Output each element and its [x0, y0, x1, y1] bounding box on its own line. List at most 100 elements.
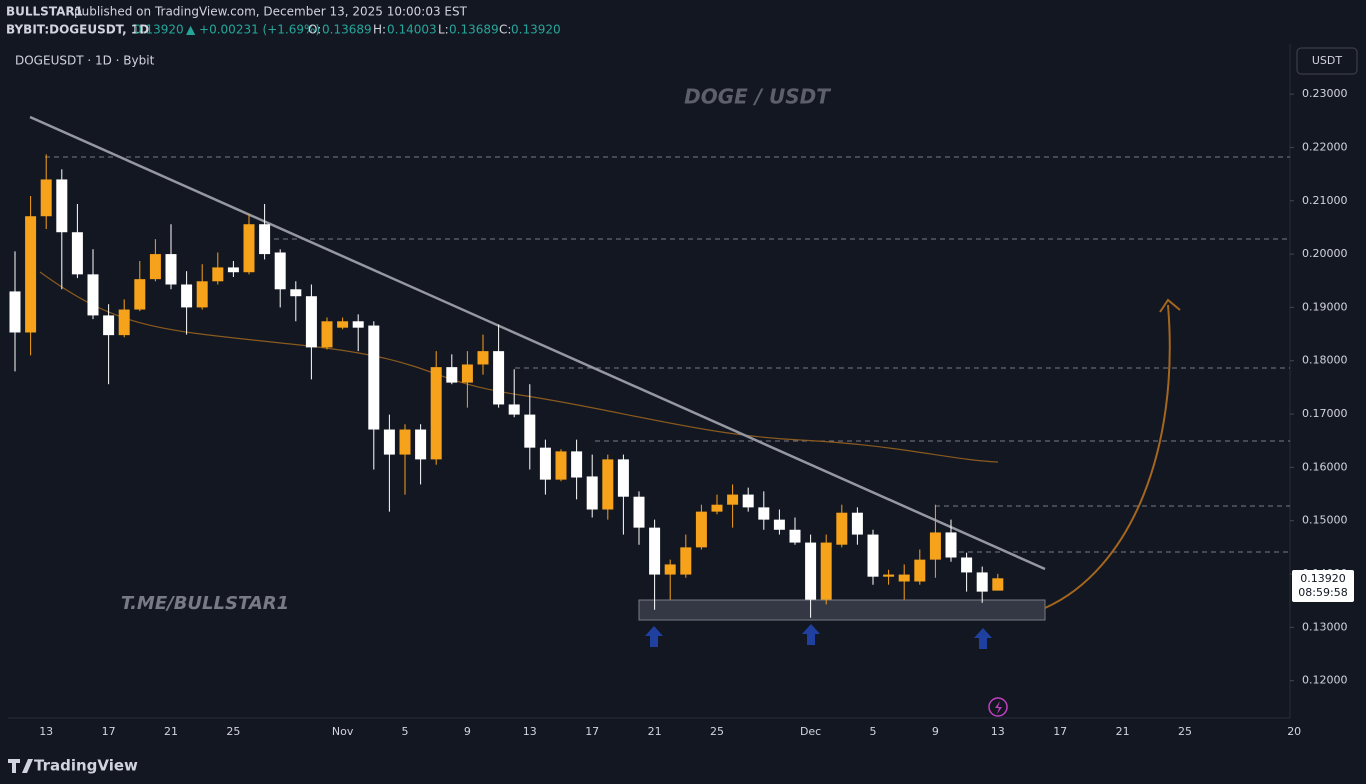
candle-body — [165, 254, 177, 285]
l-label: L: — [438, 23, 449, 37]
x-tick-label: 21 — [1116, 725, 1130, 738]
candle-body — [617, 459, 629, 497]
candle-body — [118, 309, 130, 336]
x-tick-label: 9 — [932, 725, 939, 738]
candle-body — [368, 325, 380, 430]
candle-body — [976, 572, 988, 592]
candle-body — [493, 351, 505, 405]
x-tick-label: 25 — [226, 725, 240, 738]
candle-body — [181, 284, 193, 308]
candle-body — [103, 315, 115, 336]
legend: DOGEUSDT · 1D · Bybit — [15, 54, 155, 68]
candle-body — [56, 179, 68, 233]
price-tag-countdown: 08:59:58 — [1298, 586, 1347, 599]
candle-body — [695, 511, 707, 548]
low-value: 0.13689 — [449, 23, 499, 37]
symbol: BYBIT:DOGEUSDT, 1D — [6, 23, 149, 37]
close-value: 0.13920 — [511, 23, 561, 37]
candle-body — [758, 507, 770, 520]
candle-body — [711, 504, 723, 512]
candle-body — [243, 224, 255, 273]
candle-body — [149, 254, 161, 280]
candle-body — [134, 279, 146, 310]
candle-body — [9, 291, 21, 333]
y-tick-label: 0.15000 — [1302, 514, 1348, 527]
candle-body — [446, 367, 458, 383]
x-tick-label: 17 — [1053, 725, 1067, 738]
candle-body — [664, 564, 676, 575]
currency[interactable]: USDT — [1312, 54, 1343, 67]
y-tick-label: 0.17000 — [1302, 407, 1348, 420]
candle-body — [992, 578, 1004, 591]
candle-body — [898, 574, 910, 582]
candle-body — [680, 547, 692, 575]
candle-body — [539, 447, 551, 480]
candle-body — [727, 494, 739, 505]
x-tick-label: 25 — [710, 725, 724, 738]
c-label: C: — [499, 23, 511, 37]
y-tick-label: 0.16000 — [1302, 460, 1348, 473]
footer-brand: TradingView — [34, 757, 138, 775]
candle-body — [945, 532, 957, 558]
candle-body — [477, 351, 489, 365]
h-label: H: — [373, 23, 386, 37]
x-tick-label: 13 — [39, 725, 53, 738]
x-tick-label: 17 — [102, 725, 116, 738]
candle-body — [961, 557, 973, 573]
o-label: O: — [308, 23, 321, 37]
x-tick-label: 13 — [523, 725, 537, 738]
candle-body — [742, 494, 754, 508]
y-tick-label: 0.13000 — [1302, 620, 1348, 633]
support-zone — [638, 599, 1046, 621]
candle-body — [820, 542, 832, 600]
candle-body — [461, 364, 473, 383]
footer-logo — [8, 759, 33, 773]
x-tick-label: Dec — [800, 725, 821, 738]
candle-body — [883, 574, 895, 577]
last-price: 0.13920 — [134, 23, 184, 37]
up-arrow — [802, 624, 820, 645]
y-tick-label: 0.20000 — [1302, 247, 1348, 260]
x-tick-label: 21 — [164, 725, 178, 738]
candle-body — [212, 267, 224, 282]
candle-body — [40, 179, 52, 217]
event-bolt — [995, 701, 1002, 714]
drawings — [29, 115, 1290, 717]
up-arrow — [974, 628, 992, 649]
candle-body — [430, 367, 442, 460]
candle-body — [773, 519, 785, 530]
candle-body — [290, 289, 302, 297]
candle-body — [508, 404, 520, 415]
publisher: BULLSTAR1 — [6, 5, 83, 19]
candle-body — [87, 274, 99, 316]
x-tick-label: 9 — [464, 725, 471, 738]
x-tick-label: 25 — [1178, 725, 1192, 738]
candle-body — [321, 321, 333, 348]
candle-body — [555, 451, 567, 480]
x-tick-label: 21 — [648, 725, 662, 738]
x-tick-label: Nov — [332, 725, 354, 738]
projection-arrow — [1044, 304, 1171, 609]
candle-body — [227, 267, 239, 273]
candle-body — [305, 296, 317, 348]
event-icon — [988, 697, 1008, 717]
candle-body — [586, 476, 598, 510]
y-tick-label: 0.18000 — [1302, 354, 1348, 367]
candle-body — [524, 414, 536, 448]
y-tick-label: 0.21000 — [1302, 194, 1348, 207]
arrow-head — [1159, 298, 1181, 313]
currency-button[interactable] — [1296, 47, 1358, 75]
candle-body — [851, 512, 863, 535]
price-tag — [1292, 570, 1354, 602]
candle-body — [571, 451, 583, 478]
open-value: 0.13689 — [322, 23, 372, 37]
candle-body — [25, 216, 37, 333]
x-tick-label: 5 — [870, 725, 877, 738]
candle-body — [196, 281, 208, 308]
y-tick-label: 0.12000 — [1302, 674, 1348, 687]
y-tick-label: 0.23000 — [1302, 87, 1348, 100]
candle-body — [649, 527, 661, 575]
y-tick-label: 0.19000 — [1302, 300, 1348, 313]
watermark: DOGE / USDT — [684, 85, 831, 109]
